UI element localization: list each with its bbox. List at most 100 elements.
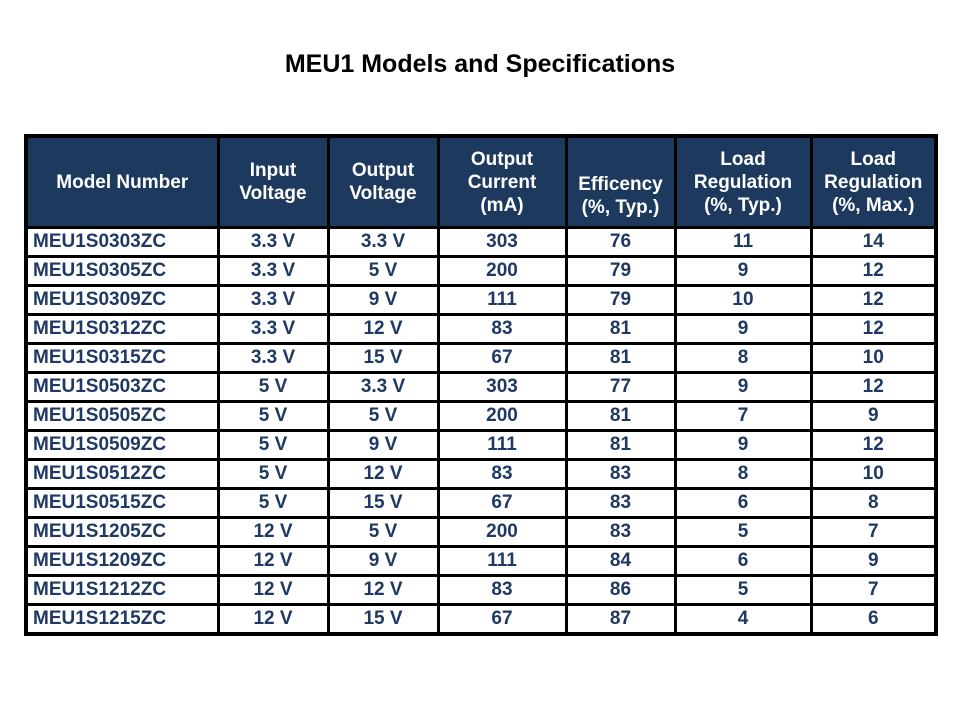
cell-efficiency: 76 [564,226,677,258]
column-header-lines: Output Voltage [331,139,435,225]
column-header-line: (%, Typ.) [581,197,660,218]
cell-efficiency: 86 [564,574,677,606]
cell-input-voltage: 3.3 V [216,342,330,374]
column-header-load-regulation-max: Load Regulation (%, Max.) [809,134,938,229]
cell-load-regulation-typ: 7 [673,400,813,432]
cell-output-voltage: 3.3 V [326,371,440,403]
cell-load-regulation-typ: 4 [673,603,813,635]
cell-load-regulation-max: 12 [809,313,938,345]
column-header-lines: Efficency (%, Typ.) [569,139,672,225]
spec-table-header: Model Number Input Voltage Output Voltage Out… [24,134,938,229]
column-header-model-number: Model Number [24,134,220,229]
cell-load-regulation-max: 9 [809,400,938,432]
cell-load-regulation-max: 10 [809,458,938,490]
column-header-lines: Model Number [29,139,215,225]
cell-output-current: 111 [436,429,568,461]
cell-output-voltage: 5 V [326,400,440,432]
cell-load-regulation-max: 6 [809,603,938,635]
cell-load-regulation-max: 8 [809,487,938,519]
cell-input-voltage: 12 V [216,603,330,635]
column-header-line: Load [850,148,896,170]
cell-output-voltage: 12 V [326,313,440,345]
cell-efficiency: 77 [564,371,677,403]
cell-input-voltage: 12 V [216,545,330,577]
cell-load-regulation-max: 7 [809,516,938,548]
column-header-lines: Load Regulation (%, Max.) [814,139,933,225]
column-header-input-voltage: Input Voltage [216,134,330,229]
cell-model-number: MEU1S0305ZC [24,255,220,287]
cell-output-voltage: 15 V [326,603,440,635]
cell-load-regulation-max: 12 [809,255,938,287]
column-header-line: Efficency [578,174,663,195]
page-title: MEU1 Models and Specifications [284,50,676,78]
column-header-line: Output [351,160,415,181]
cell-output-current: 200 [436,516,568,548]
cell-efficiency: 83 [564,516,677,548]
cell-output-current: 200 [436,400,568,432]
column-header-line: (%, Typ.) [704,194,782,216]
cell-model-number: MEU1S0303ZC [24,226,220,258]
column-header-lines: Input Voltage [221,139,325,225]
cell-output-current: 83 [436,313,568,345]
cell-model-number: MEU1S0309ZC [24,284,220,316]
cell-load-regulation-typ: 5 [673,516,813,548]
cell-efficiency: 79 [564,284,677,316]
cell-model-number: MEU1S0315ZC [24,342,220,374]
column-header-line: Regulation [824,171,923,193]
cell-input-voltage: 5 V [216,429,330,461]
cell-output-current: 303 [436,226,568,258]
header-row: Model Number Input Voltage Output Voltage Out… [24,134,938,229]
cell-output-voltage: 15 V [326,487,440,519]
cell-output-voltage: 12 V [326,458,440,490]
cell-load-regulation-typ: 11 [673,226,813,258]
table-row: MEU1S0512ZC 5 V 12 V 83 83 8 10 [24,458,938,490]
cell-load-regulation-max: 10 [809,342,938,374]
column-header-output-current: Output Current (mA) [436,134,568,229]
cell-load-regulation-max: 14 [809,226,938,258]
cell-output-voltage: 9 V [326,429,440,461]
table-row: MEU1S0503ZC 5 V 3.3 V 303 77 9 12 [24,371,938,403]
cell-load-regulation-max: 12 [809,429,938,461]
spec-table: Model Number Input Voltage Output Voltage Out… [24,134,938,636]
cell-output-voltage: 15 V [326,342,440,374]
cell-efficiency: 83 [564,487,677,519]
table-row: MEU1S0303ZC 3.3 V 3.3 V 303 76 11 14 [24,226,938,258]
cell-output-current: 67 [436,342,568,374]
cell-load-regulation-typ: 5 [673,574,813,606]
cell-output-current: 303 [436,371,568,403]
cell-model-number: MEU1S0512ZC [24,458,220,490]
cell-efficiency: 81 [564,342,677,374]
column-header-line: (%, Max.) [832,194,915,216]
cell-output-voltage: 9 V [326,284,440,316]
cell-input-voltage: 12 V [216,516,330,548]
cell-efficiency: 79 [564,255,677,287]
cell-load-regulation-max: 9 [809,545,938,577]
column-header-line: Output [470,148,534,170]
cell-model-number: MEU1S1212ZC [24,574,220,606]
cell-model-number: MEU1S0503ZC [24,371,220,403]
cell-output-current: 67 [436,487,568,519]
cell-output-current: 200 [436,255,568,287]
table-row: MEU1S0515ZC 5 V 15 V 67 83 6 8 [24,487,938,519]
cell-model-number: MEU1S0515ZC [24,487,220,519]
cell-input-voltage: 5 V [216,371,330,403]
table-row: MEU1S0315ZC 3.3 V 15 V 67 81 8 10 [24,342,938,374]
table-row: MEU1S0312ZC 3.3 V 12 V 83 81 9 12 [24,313,938,345]
cell-output-voltage: 12 V [326,574,440,606]
cell-model-number: MEU1S1205ZC [24,516,220,548]
cell-load-regulation-max: 12 [809,371,938,403]
cell-output-voltage: 9 V [326,545,440,577]
cell-model-number: MEU1S1215ZC [24,603,220,635]
cell-output-current: 83 [436,574,568,606]
column-header-line: Current [467,171,537,193]
cell-load-regulation-typ: 9 [673,371,813,403]
table-row: MEU1S1215ZC 12 V 15 V 67 87 4 6 [24,603,938,635]
cell-load-regulation-typ: 8 [673,458,813,490]
cell-efficiency: 83 [564,458,677,490]
cell-load-regulation-max: 12 [809,284,938,316]
cell-load-regulation-typ: 9 [673,313,813,345]
